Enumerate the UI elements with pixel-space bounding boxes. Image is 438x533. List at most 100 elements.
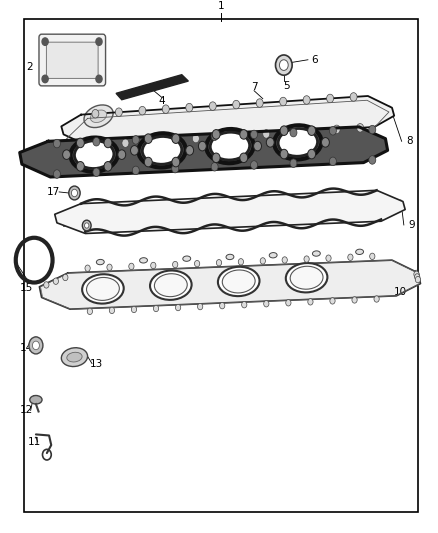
Circle shape (186, 146, 194, 155)
Text: 5: 5 (283, 82, 290, 91)
Text: 10: 10 (394, 287, 407, 297)
Circle shape (96, 38, 102, 45)
Polygon shape (116, 75, 188, 100)
Circle shape (107, 264, 112, 270)
Circle shape (264, 301, 269, 307)
Circle shape (153, 305, 159, 312)
Circle shape (282, 257, 287, 263)
Circle shape (44, 282, 49, 288)
Circle shape (192, 134, 199, 143)
Text: 16: 16 (62, 219, 75, 229)
Circle shape (129, 263, 134, 270)
Circle shape (352, 297, 357, 303)
Circle shape (263, 130, 270, 138)
Polygon shape (39, 260, 420, 309)
Circle shape (87, 308, 92, 314)
Text: 4: 4 (159, 96, 166, 106)
Ellipse shape (61, 348, 88, 367)
Circle shape (290, 128, 297, 137)
Ellipse shape (150, 271, 191, 300)
Circle shape (211, 132, 218, 141)
Ellipse shape (210, 132, 250, 160)
Circle shape (260, 258, 265, 264)
Circle shape (212, 130, 220, 139)
Circle shape (42, 75, 48, 83)
Circle shape (172, 157, 180, 167)
Circle shape (151, 262, 156, 269)
Circle shape (350, 93, 357, 101)
Text: 15: 15 (20, 283, 33, 293)
Circle shape (29, 337, 43, 354)
Ellipse shape (140, 257, 148, 263)
Circle shape (219, 302, 225, 309)
Circle shape (85, 223, 89, 228)
Circle shape (279, 60, 288, 70)
Text: 12: 12 (20, 406, 33, 415)
Ellipse shape (183, 256, 191, 261)
Ellipse shape (87, 278, 119, 301)
Circle shape (327, 94, 334, 103)
Text: 7: 7 (251, 82, 258, 92)
Circle shape (374, 296, 379, 302)
Ellipse shape (155, 274, 187, 297)
Circle shape (280, 149, 288, 159)
Circle shape (209, 102, 216, 110)
Circle shape (76, 161, 84, 171)
Text: 14: 14 (20, 343, 33, 352)
Circle shape (104, 138, 112, 148)
Text: 1: 1 (218, 2, 225, 12)
Circle shape (290, 159, 297, 167)
Circle shape (172, 134, 180, 143)
Circle shape (240, 153, 248, 163)
Circle shape (99, 140, 106, 149)
Text: 11: 11 (28, 437, 41, 447)
Text: 13: 13 (90, 359, 103, 368)
Circle shape (242, 302, 247, 308)
Polygon shape (61, 96, 394, 146)
Ellipse shape (290, 266, 323, 289)
Ellipse shape (269, 253, 277, 258)
Circle shape (233, 100, 240, 109)
Circle shape (110, 307, 115, 313)
Circle shape (216, 260, 222, 266)
Ellipse shape (226, 254, 234, 260)
Circle shape (53, 170, 60, 179)
Circle shape (172, 164, 179, 173)
Circle shape (77, 138, 84, 148)
Circle shape (132, 135, 139, 144)
Circle shape (118, 150, 126, 159)
Circle shape (370, 253, 375, 260)
Circle shape (251, 130, 258, 139)
Circle shape (139, 107, 146, 115)
Circle shape (330, 298, 335, 304)
Circle shape (279, 97, 286, 106)
Circle shape (145, 138, 152, 146)
Ellipse shape (67, 352, 82, 362)
Ellipse shape (223, 270, 255, 293)
Ellipse shape (74, 141, 114, 168)
Circle shape (239, 131, 246, 140)
Text: 2: 2 (26, 62, 33, 72)
Text: 3: 3 (79, 122, 86, 131)
FancyBboxPatch shape (39, 34, 106, 86)
Circle shape (172, 134, 179, 142)
Circle shape (169, 136, 176, 144)
Circle shape (321, 138, 329, 147)
Circle shape (286, 300, 291, 306)
Text: 17: 17 (47, 187, 60, 197)
Circle shape (280, 126, 288, 135)
Circle shape (173, 261, 178, 268)
Circle shape (63, 150, 71, 159)
Circle shape (238, 259, 244, 265)
Circle shape (42, 38, 48, 45)
Circle shape (211, 163, 218, 171)
Text: 9: 9 (408, 220, 415, 230)
Circle shape (85, 265, 90, 271)
Circle shape (162, 105, 170, 114)
Ellipse shape (312, 251, 320, 256)
Circle shape (304, 256, 309, 262)
Ellipse shape (30, 395, 42, 404)
Circle shape (308, 298, 313, 305)
Circle shape (104, 161, 112, 171)
Text: 8: 8 (406, 136, 413, 146)
